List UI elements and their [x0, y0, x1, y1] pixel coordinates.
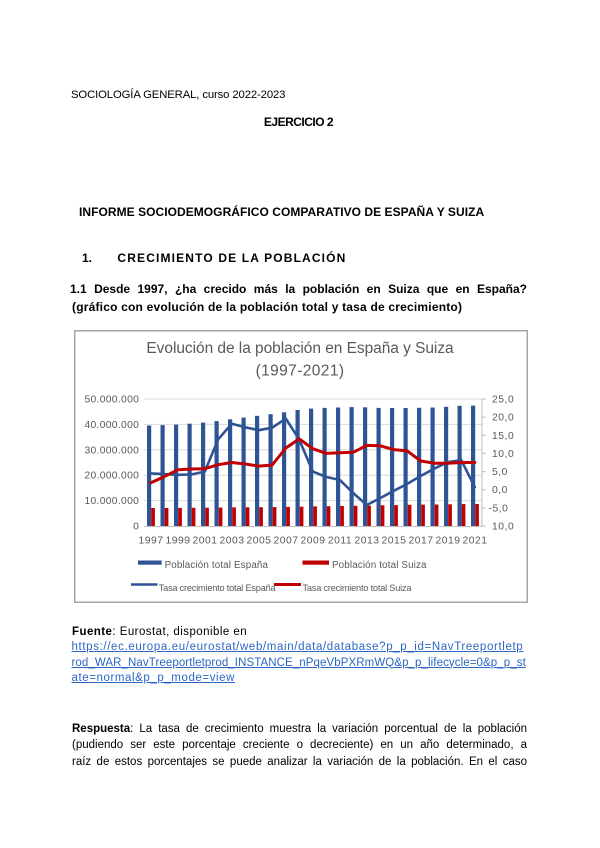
svg-text:Tasa crecimiento total Suiza: Tasa crecimiento total Suiza [303, 583, 413, 593]
svg-text:Población total Suiza: Población total Suiza [332, 560, 427, 571]
svg-text:Evolución de la población en E: Evolución de la población en España y Su… [146, 340, 454, 357]
svg-text:10.000.000: 10.000.000 [84, 496, 139, 507]
svg-text:2007: 2007 [273, 536, 298, 547]
svg-text:(1997-2021): (1997-2021) [256, 363, 345, 380]
svg-text:15,0: 15,0 [492, 431, 514, 442]
svg-text:1997: 1997 [138, 536, 163, 547]
svg-text:0: 0 [133, 522, 139, 533]
svg-text:2019: 2019 [435, 536, 460, 547]
svg-text:10,0: 10,0 [492, 522, 514, 533]
svg-text:40.000.000: 40.000.000 [84, 420, 139, 431]
svg-text:10,0: 10,0 [492, 449, 514, 460]
svg-text:Población total España: Población total España [165, 560, 269, 571]
svg-text:2015: 2015 [381, 536, 406, 547]
svg-text:2021: 2021 [462, 536, 487, 547]
svg-text:20.000.000: 20.000.000 [84, 471, 139, 482]
svg-text:2011: 2011 [328, 536, 352, 547]
svg-text:1999: 1999 [165, 536, 190, 547]
svg-text:2001: 2001 [192, 536, 217, 547]
svg-text:0,0: 0,0 [492, 485, 508, 496]
svg-text:Tasa crecimiento total España: Tasa crecimiento total España [159, 583, 277, 593]
svg-text:5,0: 5,0 [492, 467, 508, 478]
svg-text:2003: 2003 [219, 536, 244, 547]
svg-text:20,0: 20,0 [492, 413, 514, 424]
svg-text:2005: 2005 [246, 536, 271, 547]
svg-text:30.000.000: 30.000.000 [84, 445, 139, 456]
svg-text:2009: 2009 [300, 536, 325, 547]
svg-text:2017: 2017 [408, 536, 433, 547]
svg-text:-5,0: -5,0 [489, 503, 509, 514]
svg-text:50.000.000: 50.000.000 [84, 395, 139, 406]
svg-text:2013: 2013 [354, 536, 379, 547]
svg-text:25,0: 25,0 [492, 395, 514, 406]
